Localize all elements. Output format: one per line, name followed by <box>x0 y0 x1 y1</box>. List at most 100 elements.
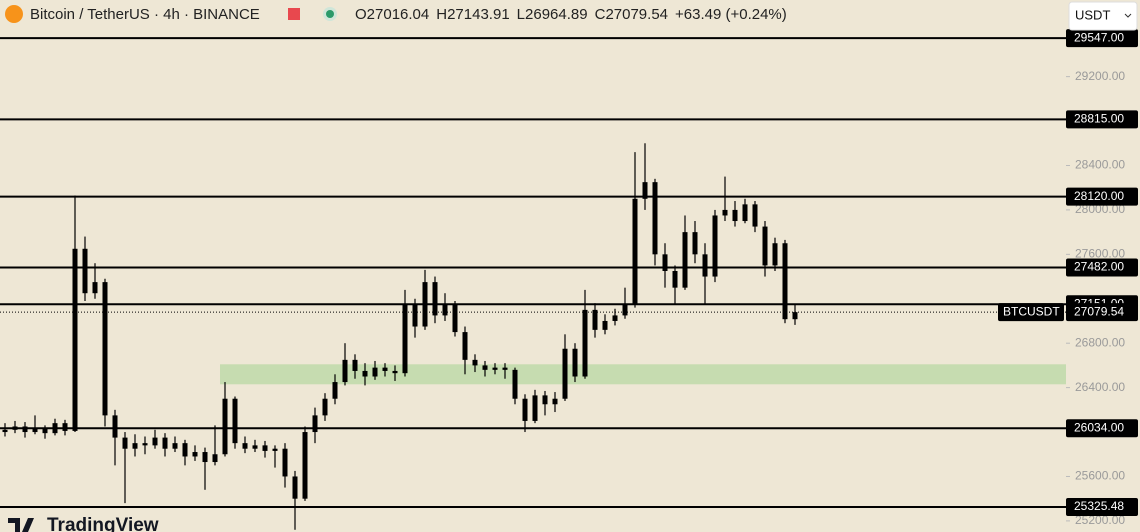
brand-logo <box>8 518 34 532</box>
candle-body <box>622 304 628 316</box>
candle-body <box>312 415 318 433</box>
candle-body <box>372 367 378 377</box>
candle-body <box>42 428 48 434</box>
candle-body <box>172 443 178 449</box>
header: Bitcoin / TetherUS · 4h · BINANCE O27016… <box>5 5 787 23</box>
candle-body <box>72 248 78 431</box>
level-label: 26034.00 <box>1074 420 1124 434</box>
symbol-label: BTCUSDT <box>1003 304 1060 318</box>
candle-body <box>222 398 228 455</box>
candle-body <box>182 443 188 457</box>
candle-body <box>742 204 748 222</box>
candle-body <box>192 452 198 457</box>
y-tick-label: 29200.00 <box>1075 69 1125 83</box>
candle-body <box>782 243 788 320</box>
candle-body <box>522 398 528 421</box>
candle-body <box>642 182 648 199</box>
y-tick-label: 26800.00 <box>1075 335 1125 349</box>
brand-name: TradingView <box>47 515 159 532</box>
level-label-box <box>1066 110 1138 129</box>
ohlc-key: C <box>595 6 606 23</box>
candle-body <box>252 445 258 449</box>
candle-body <box>512 369 518 399</box>
candle-body <box>162 437 168 449</box>
candle-body <box>672 270 678 288</box>
ohlc-value: 26964.89 <box>525 6 588 23</box>
candle-body <box>402 304 408 374</box>
candle-body <box>412 304 418 327</box>
flag-icon <box>288 8 300 20</box>
candle-body <box>322 398 328 416</box>
currency-text[interactable]: USDT <box>1075 7 1110 22</box>
candle-body <box>712 215 718 277</box>
candle-body <box>102 282 108 416</box>
candle-body <box>92 282 98 294</box>
y-tick-label: 25200.00 <box>1075 513 1125 527</box>
candle-body <box>762 226 768 266</box>
dropdown-arrow[interactable] <box>1124 13 1132 18</box>
candle-body <box>232 398 238 444</box>
candle-body <box>562 348 568 399</box>
level-label: 27482.00 <box>1074 260 1124 274</box>
candle-body <box>792 312 798 320</box>
candle-body <box>692 232 698 255</box>
ohlc-key: H <box>436 6 447 23</box>
candle-body <box>652 182 658 255</box>
candle-body <box>632 198 638 305</box>
candle-body <box>682 232 688 288</box>
currency-box[interactable] <box>1068 1 1138 31</box>
candle-body <box>472 359 478 366</box>
candle-body <box>592 309 598 330</box>
candle-body <box>732 209 738 222</box>
candle-body <box>662 254 668 271</box>
symbol-logo <box>5 5 23 23</box>
candle-body <box>122 437 128 449</box>
ohlc-value: 27079.54 <box>605 6 668 23</box>
candle-body <box>242 443 248 449</box>
plot: 29200.0028400.0028000.0027600.0026800.00… <box>0 29 1138 530</box>
currency-select[interactable]: USDT <box>1068 1 1138 31</box>
brand: TradingView <box>8 515 159 532</box>
y-tick-label: 27600.00 <box>1075 247 1125 261</box>
y-tick-label: 26400.00 <box>1075 380 1125 394</box>
y-tick-label: 28400.00 <box>1075 158 1125 172</box>
level-label: 29547.00 <box>1074 30 1124 44</box>
candle-body <box>572 348 578 377</box>
level-label-box <box>1066 497 1138 516</box>
candle-body <box>212 454 218 463</box>
support-zone <box>220 364 1066 385</box>
candle-body <box>332 382 338 399</box>
level-label-box <box>1066 187 1138 206</box>
ohlc-value: 27143.91 <box>447 6 510 23</box>
ohlc-change: +63.49 (+0.24%) <box>675 6 787 23</box>
candle-body <box>432 282 438 316</box>
candle-body <box>292 476 298 499</box>
candle-body <box>552 398 558 405</box>
candle-body <box>602 320 608 330</box>
status-dot <box>326 10 334 18</box>
candle-body <box>752 204 758 227</box>
candle-body <box>152 437 158 446</box>
candle-body <box>772 243 778 266</box>
candle-body <box>112 415 118 438</box>
ohlc-value: 27016.04 <box>367 6 430 23</box>
candle-body <box>82 248 88 294</box>
candle-body <box>462 332 468 360</box>
level-label: 28815.00 <box>1074 112 1124 126</box>
candle-body <box>302 432 308 499</box>
ohlc-key: L <box>517 6 525 23</box>
candle-body <box>362 370 368 377</box>
candle-body <box>612 315 618 321</box>
symbol-title: Bitcoin / TetherUS · 4h · BINANCE <box>30 6 260 23</box>
candle-body <box>532 395 538 421</box>
candle-body <box>132 443 138 449</box>
candle-body <box>582 309 588 377</box>
level-label: 28120.00 <box>1074 189 1124 203</box>
candle-body <box>282 448 288 477</box>
y-tick-label: 25600.00 <box>1075 469 1125 483</box>
last-price-box <box>1066 303 1138 322</box>
candle-body <box>202 452 208 463</box>
candle-body <box>62 423 68 431</box>
